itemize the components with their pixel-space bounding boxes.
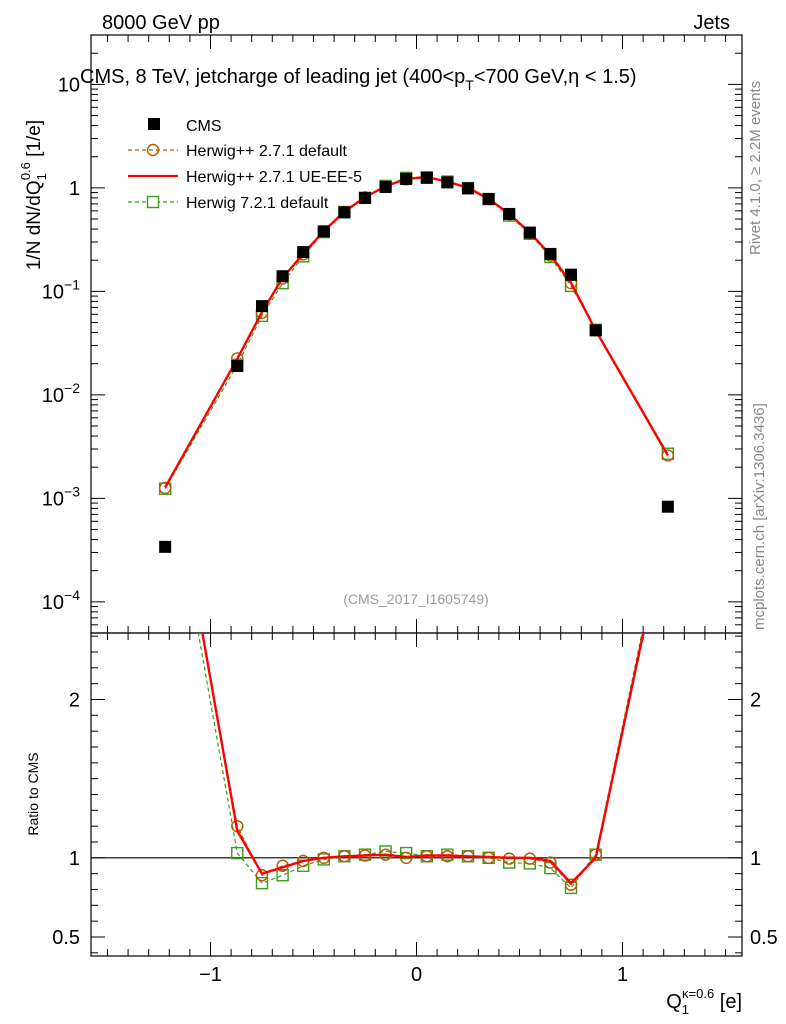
cms-data-point <box>317 225 330 238</box>
x-axis-label: Q1κ=0.6 [e] <box>666 986 742 1017</box>
analysis-id: (CMS_2017_I1605749) <box>343 591 489 607</box>
main-y-tick-label: 10−2 <box>42 380 80 407</box>
main-herwig-2-7-1-default-point <box>158 481 172 495</box>
cms-data-point <box>462 182 475 195</box>
cms-data-point <box>231 360 244 373</box>
ratio-herwig-2-7-1-default-point <box>255 869 269 882</box>
ratio-herwig-7-2-1-default-point <box>160 441 171 452</box>
x-tick-label: −1 <box>199 964 222 986</box>
cms-data-point <box>544 247 557 260</box>
ratio-y-axis-label: Ratio to CMS <box>25 752 41 835</box>
legend-hpp-ueee5-label: Herwig++ 2.7.1 UE-EE-5 <box>186 169 362 186</box>
cms-data-point <box>400 172 413 185</box>
ratio-y-tick-label-right: 2 <box>750 690 761 712</box>
main-y-tick-label: 10 <box>58 74 80 96</box>
x-tick-label: 0 <box>411 964 422 986</box>
mcplots-info: mcplots.cern.ch [arXiv:1306.3436] <box>751 403 768 630</box>
ratio-plot-frame <box>90 632 743 957</box>
cms-data-point <box>420 171 433 184</box>
ratio-herwig-2-7-1-default-point <box>544 856 557 869</box>
ratio-herwig-2-7-1-default-point <box>662 520 673 531</box>
ratio-y-tick-label-right: 1 <box>750 848 761 870</box>
ratio-herwig-2-7-1-default-point <box>399 851 413 865</box>
ratio-herwig-7-2-1-default-point <box>379 845 392 858</box>
ratio-y-tick-label: 2 <box>69 690 80 712</box>
main-y-tick-label: 10−1 <box>42 276 80 303</box>
ratio-herwig-2-7-1-default-point <box>589 848 602 861</box>
cms-data-point <box>661 500 674 513</box>
ratio-herwig-2-7-1-default-point <box>160 425 171 436</box>
legend-hpp-default-label: Herwig++ 2.7.1 default <box>186 143 348 160</box>
ratio-y-tick-label: 0.5 <box>52 927 80 949</box>
legend: CMS Herwig++ 2.7.1 default Herwig++ 2.7.… <box>128 118 362 212</box>
main-y-tick-label: 1 <box>69 178 80 200</box>
ratio-series-group <box>160 425 673 895</box>
header-right: Jets <box>693 12 730 34</box>
header-left: 8000 GeV pp <box>102 12 220 34</box>
cms-data-point <box>297 246 310 259</box>
ratio-herwig-2-7-1-ue-ee-5-line <box>201 633 645 885</box>
ratio-y-tick-label: 1 <box>69 848 80 870</box>
ratio-herwig-7-2-1-default-point <box>231 846 244 860</box>
cms-data-point <box>523 226 536 239</box>
x-tick-label: 1 <box>617 964 628 986</box>
x-axis: −1 0 1 <box>106 35 727 986</box>
rivet-info: Rivet 4.1.0, ≥ 2.2M events <box>747 81 764 255</box>
cms-data-point <box>358 191 371 204</box>
legend-hpp-default-marker <box>146 143 160 157</box>
ratio-y-tick-label-right: 0.5 <box>750 927 778 949</box>
ratio-herwig-7-2-1-default-point <box>276 869 289 882</box>
cms-data-point <box>255 300 268 313</box>
legend-cms-label: CMS <box>186 118 222 135</box>
main-y-axis: 10 1 10−1 10−2 10−3 10−4 <box>42 34 742 634</box>
cms-data-point <box>589 324 602 337</box>
cms-data-point <box>159 540 172 553</box>
cms-data-point <box>482 193 495 206</box>
plot-title: CMS, 8 TeV, jetcharge of leading jet (40… <box>80 66 637 93</box>
ratio-herwig-7-2-1-default-point <box>399 846 413 860</box>
main-herwig-2-7-1-default-point <box>661 449 675 462</box>
main-y-axis-label: 1/N dN/dQ10.6 [1/e] <box>18 120 49 270</box>
ratio-herwig-7-2-1-default-point <box>255 876 269 890</box>
main-y-tick-label: 10−4 <box>42 587 80 614</box>
main-y-tick-label: 10−3 <box>42 483 80 510</box>
legend-h7-label: Herwig 7.2.1 default <box>186 195 329 212</box>
cms-data-point <box>441 176 454 189</box>
cms-data-point <box>503 207 516 220</box>
ratio-y-axis: 2 2 1 1 0.5 0.5 <box>52 635 778 954</box>
ratio-herwig-2-7-1-default-line <box>201 633 645 886</box>
legend-h7-marker <box>146 195 160 209</box>
ratio-herwig-2-7-1-default-point <box>564 878 578 891</box>
cms-data-point <box>565 268 578 281</box>
legend-cms-marker <box>148 118 160 130</box>
cms-data-point <box>338 206 351 219</box>
main-series-group <box>158 171 675 553</box>
cms-data-point <box>379 180 392 193</box>
cms-data-point <box>276 270 289 283</box>
